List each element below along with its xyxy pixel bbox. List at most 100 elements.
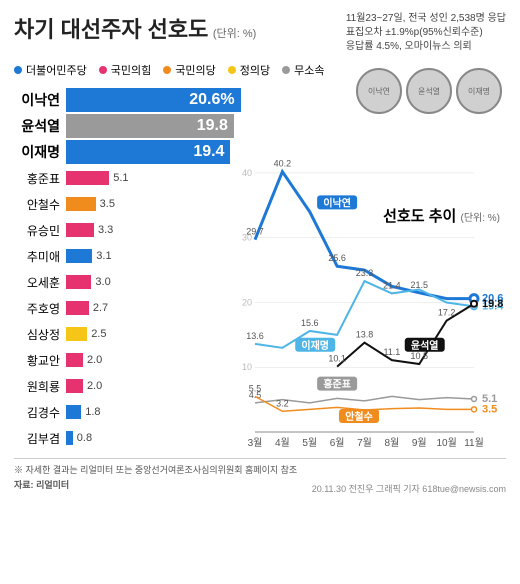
legend-label: 정의당 — [240, 62, 270, 78]
bar-fill — [66, 327, 87, 341]
legend-dot — [282, 66, 290, 74]
bar-value: 2.0 — [87, 354, 102, 366]
legend-label: 국민의당 — [175, 62, 215, 78]
bar-value: 20.6% — [189, 91, 234, 109]
legend-dot — [228, 66, 236, 74]
bar-value: 3.1 — [96, 250, 111, 262]
svg-text:3.5: 3.5 — [482, 403, 497, 415]
candidate-name: 안철수 — [14, 196, 66, 213]
bar-value: 2.7 — [93, 302, 108, 314]
bar-outer: 2.7 — [66, 296, 244, 320]
svg-text:9월: 9월 — [412, 437, 427, 449]
legend-dot — [99, 66, 107, 74]
avatar: 이재명 — [456, 68, 502, 114]
trend-svg: 102030403월4월5월6월7월8월9월10월11월20.629.740.2… — [235, 150, 510, 460]
legend-item: 정의당 — [228, 62, 270, 78]
bar-value: 5.1 — [113, 172, 128, 184]
bar-outer: 3.1 — [66, 244, 244, 268]
infographic-root: 차기 대선주자 선호도 (단위: %) 11월23~27일, 전국 성인 2,5… — [0, 0, 520, 503]
svg-text:윤석열: 윤석열 — [411, 339, 439, 352]
bar-value: 0.8 — [77, 432, 92, 444]
bar-fill — [66, 171, 109, 185]
svg-text:40.2: 40.2 — [274, 159, 292, 169]
bar-fill — [66, 249, 92, 263]
header: 차기 대선주자 선호도 (단위: %) 11월23~27일, 전국 성인 2,5… — [14, 12, 506, 54]
svg-text:13.6: 13.6 — [246, 331, 264, 341]
bar-value: 3.0 — [95, 276, 110, 288]
legend-dot — [163, 66, 171, 74]
survey-meta: 11월23~27일, 전국 성인 2,538명 응답표집오차 ±1.9%p(95… — [346, 12, 506, 54]
bar-value: 3.3 — [98, 224, 113, 236]
bar-fill — [66, 405, 81, 419]
bar-row: 추미애 3.1 — [14, 244, 244, 268]
main-title: 차기 대선주자 선호도 — [14, 17, 208, 42]
candidate-name: 황교안 — [14, 352, 66, 369]
bar-row: 심상정 2.5 — [14, 322, 244, 346]
bar-row: 이재명 19.4 — [14, 140, 244, 164]
bar-fill — [66, 379, 83, 393]
legend-item: 국민의힘 — [99, 62, 151, 78]
bar-outer: 5.1 — [66, 166, 244, 190]
bar-outer: 20.6% — [66, 88, 244, 112]
bar-value: 3.5 — [100, 198, 115, 210]
bar-value: 19.8 — [197, 117, 228, 135]
bar-value: 1.8 — [85, 406, 100, 418]
candidate-name: 오세훈 — [14, 274, 66, 291]
legend-dot — [14, 66, 22, 74]
svg-text:10.1: 10.1 — [328, 354, 346, 364]
legend-label: 더불어민주당 — [26, 62, 87, 78]
svg-text:29.7: 29.7 — [246, 227, 264, 237]
candidate-name: 추미애 — [14, 248, 66, 265]
candidate-name: 이낙연 — [14, 90, 66, 110]
svg-text:20: 20 — [242, 297, 252, 307]
unit-label: (단위: %) — [213, 28, 256, 40]
bar-row: 이낙연 20.6% — [14, 88, 244, 112]
legend-label: 무소속 — [294, 62, 324, 78]
candidate-name: 주호영 — [14, 300, 66, 317]
credit: 20.11.30 전진우 그래픽 기자 618tue@newsis.com — [312, 482, 506, 495]
svg-text:6월: 6월 — [330, 437, 345, 449]
svg-text:23.3: 23.3 — [356, 268, 374, 278]
bar-outer: 2.5 — [66, 322, 244, 346]
trend-chart: 102030403월4월5월6월7월8월9월10월11월20.629.740.2… — [235, 150, 510, 460]
candidate-name: 심상정 — [14, 326, 66, 343]
candidate-name: 김경수 — [14, 404, 66, 421]
footer-note: ※ 자세한 결과는 리얼미터 또는 중앙선거여론조사심의위원회 홈페이지 참조 — [14, 463, 506, 476]
svg-text:3.2: 3.2 — [276, 398, 289, 408]
bar-row: 주호영 2.7 — [14, 296, 244, 320]
legend-item: 더불어민주당 — [14, 62, 87, 78]
svg-text:5.5: 5.5 — [249, 383, 262, 393]
bar-outer: 1.8 — [66, 400, 244, 424]
bar-row: 유승민 3.3 — [14, 218, 244, 242]
meta-line: 응답률 4.5%, 오마이뉴스 의뢰 — [346, 40, 506, 54]
svg-text:19.8: 19.8 — [482, 298, 503, 310]
svg-text:7월: 7월 — [357, 437, 372, 449]
bar-fill — [66, 431, 73, 445]
avatar: 윤석열 — [406, 68, 452, 114]
bar-outer: 3.5 — [66, 192, 244, 216]
svg-text:11월: 11월 — [464, 437, 484, 449]
candidate-name: 유승민 — [14, 222, 66, 239]
svg-text:25.6: 25.6 — [328, 253, 346, 263]
svg-text:21.5: 21.5 — [410, 280, 428, 290]
svg-text:13.8: 13.8 — [356, 330, 374, 340]
bar-fill — [66, 353, 83, 367]
bar-row: 안철수 3.5 — [14, 192, 244, 216]
bar-value: 2.5 — [91, 328, 106, 340]
bar-row: 김경수 1.8 — [14, 400, 244, 424]
bar-outer: 2.0 — [66, 374, 244, 398]
bar-fill — [66, 223, 94, 237]
svg-text:4월: 4월 — [275, 437, 290, 449]
svg-text:5월: 5월 — [302, 437, 317, 449]
svg-text:홍준표: 홍준표 — [323, 378, 351, 391]
svg-text:3월: 3월 — [248, 437, 263, 449]
legend-item: 무소속 — [282, 62, 324, 78]
svg-text:안철수: 안철수 — [345, 410, 373, 423]
bar-row: 황교안 2.0 — [14, 348, 244, 372]
candidate-name: 원희룡 — [14, 378, 66, 395]
svg-text:11.1: 11.1 — [383, 347, 400, 357]
candidate-name: 홍준표 — [14, 170, 66, 187]
bar-outer: 2.0 — [66, 348, 244, 372]
svg-text:이재명: 이재명 — [301, 339, 329, 352]
title-block: 차기 대선주자 선호도 (단위: %) — [14, 12, 256, 54]
